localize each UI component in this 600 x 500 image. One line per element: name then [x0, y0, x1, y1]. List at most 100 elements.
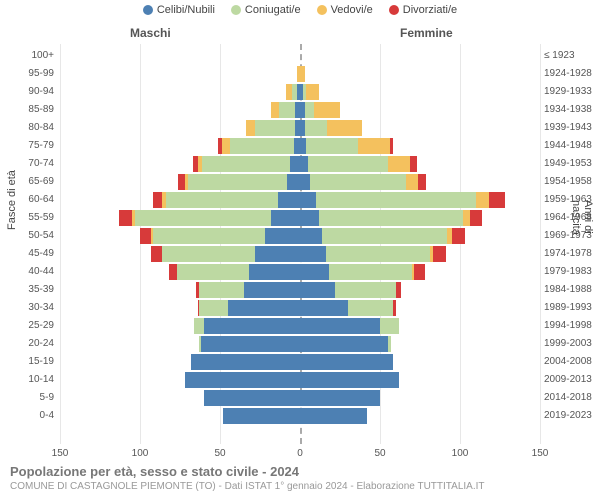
bar-segment — [198, 300, 200, 316]
pyramid-row — [60, 390, 540, 406]
bar-segment — [300, 246, 326, 262]
bar-segment — [300, 372, 399, 388]
bar-segment — [388, 336, 391, 352]
legend-item: Coniugati/e — [231, 4, 301, 16]
bar-segment — [410, 156, 416, 172]
bar-segment — [132, 210, 135, 226]
bar-segment — [300, 354, 393, 370]
bar-segment — [140, 228, 151, 244]
age-label: 40-44 — [4, 266, 54, 277]
bar-segment — [244, 282, 300, 298]
cohort-label: 2004-2008 — [544, 356, 600, 367]
cohort-label: 1929-1933 — [544, 86, 600, 97]
cohort-label: 1999-2003 — [544, 338, 600, 349]
bar-segment — [300, 408, 367, 424]
bar-segment — [300, 228, 322, 244]
cohort-label: 1984-1988 — [544, 284, 600, 295]
pyramid-row — [60, 246, 540, 262]
male-header: Maschi — [130, 26, 171, 40]
bar-segment — [162, 246, 255, 262]
cohort-label: 1979-1983 — [544, 266, 600, 277]
cohort-label: 1949-1953 — [544, 158, 600, 169]
female-header: Femmine — [400, 26, 453, 40]
bar-segment — [199, 336, 201, 352]
cohort-label: 1934-1938 — [544, 104, 600, 115]
pyramid-row — [60, 84, 540, 100]
bar-segment — [300, 264, 329, 280]
bar-segment — [358, 138, 390, 154]
age-label: 15-19 — [4, 356, 54, 367]
bar-segment — [246, 120, 256, 136]
legend-swatch — [143, 5, 153, 15]
bar-segment — [188, 174, 287, 190]
bar-segment — [300, 156, 308, 172]
bar-segment — [300, 174, 310, 190]
bar-segment — [319, 210, 463, 226]
cohort-label: 1939-1943 — [544, 122, 600, 133]
bar-segment — [406, 174, 419, 190]
bar-segment — [452, 228, 465, 244]
bar-segment — [286, 84, 292, 100]
cohort-label: 1954-1958 — [544, 176, 600, 187]
pyramid-row — [60, 138, 540, 154]
legend-item: Divorziati/e — [389, 4, 457, 16]
bar-segment — [300, 210, 319, 226]
bar-segment — [326, 246, 430, 262]
x-tick-label: 50 — [374, 448, 385, 459]
bar-segment — [489, 192, 505, 208]
pyramid-row — [60, 210, 540, 226]
bar-segment — [300, 282, 335, 298]
bar-segment — [228, 300, 300, 316]
legend-item: Vedovi/e — [317, 4, 373, 16]
age-label: 20-24 — [4, 338, 54, 349]
bar-segment — [390, 138, 393, 154]
age-label: 45-49 — [4, 248, 54, 259]
bar-segment — [199, 282, 244, 298]
bar-segment — [470, 210, 483, 226]
cohort-label: 1974-1978 — [544, 248, 600, 259]
bar-segment — [166, 192, 278, 208]
bar-segment — [223, 408, 300, 424]
bar-segment — [204, 318, 300, 334]
legend-swatch — [231, 5, 241, 15]
bar-segment — [151, 246, 162, 262]
bar-segment — [314, 102, 340, 118]
bar-segment — [255, 246, 300, 262]
bar-segment — [162, 192, 165, 208]
pyramid-row — [60, 48, 540, 64]
bar-segment — [185, 174, 188, 190]
x-tick-label: 0 — [297, 448, 303, 459]
bar-segment — [153, 228, 265, 244]
bar-segment — [414, 264, 425, 280]
y-axis-right-title: Anni di nascita — [570, 200, 594, 235]
cohort-label: 1924-1928 — [544, 68, 600, 79]
caption-title: Popolazione per età, sesso e stato civil… — [10, 464, 590, 479]
bar-segment — [193, 156, 198, 172]
bar-segment — [135, 210, 271, 226]
bar-segment — [169, 264, 177, 280]
pyramid-row — [60, 192, 540, 208]
bar-segment — [151, 228, 153, 244]
bar-segment — [305, 102, 315, 118]
bar-segment — [316, 192, 476, 208]
pyramid-row — [60, 102, 540, 118]
cohort-label: 1944-1948 — [544, 140, 600, 151]
bar-segment — [300, 318, 380, 334]
age-label: 100+ — [4, 50, 54, 61]
bar-segment — [178, 174, 184, 190]
age-label: 35-39 — [4, 284, 54, 295]
bar-segment — [191, 354, 300, 370]
age-label: 10-14 — [4, 374, 54, 385]
bar-segment — [265, 228, 300, 244]
bar-segment — [310, 174, 406, 190]
pyramid-row — [60, 174, 540, 190]
pyramid-row — [60, 354, 540, 370]
age-label: 25-29 — [4, 320, 54, 331]
bar-segment — [305, 120, 327, 136]
bar-segment — [300, 66, 305, 82]
bar-rows — [60, 44, 540, 444]
x-tick-label: 50 — [214, 448, 225, 459]
bar-segment — [380, 318, 399, 334]
bar-segment — [249, 264, 300, 280]
bar-segment — [329, 264, 412, 280]
